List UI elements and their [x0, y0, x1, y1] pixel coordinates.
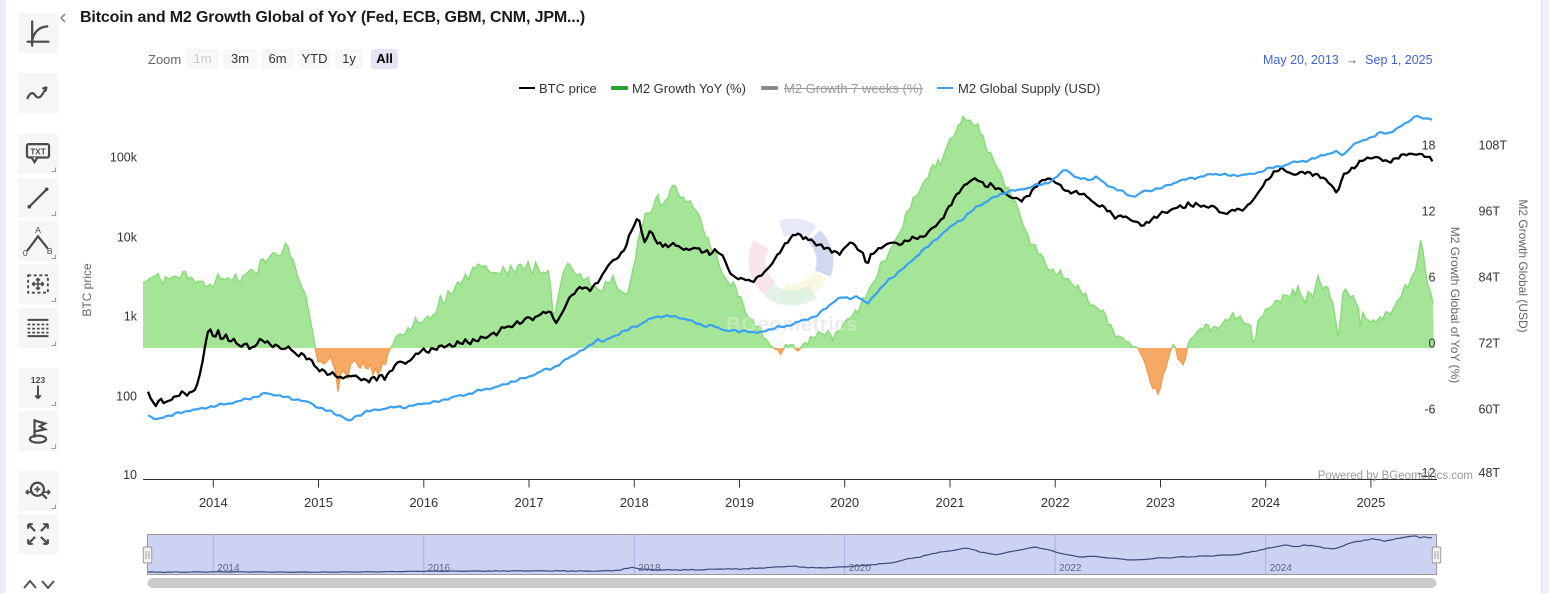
svg-text:2019: 2019	[725, 495, 754, 510]
svg-text:123: 123	[31, 375, 46, 385]
svg-text:2021: 2021	[936, 495, 965, 510]
svg-text:2016: 2016	[428, 563, 451, 574]
svg-text:6: 6	[1429, 271, 1436, 285]
svg-text:108T: 108T	[1479, 139, 1508, 153]
svg-text:2015: 2015	[304, 495, 333, 510]
svg-text:60T: 60T	[1479, 403, 1501, 417]
svg-text:10: 10	[123, 468, 137, 482]
svg-text:2018: 2018	[620, 495, 649, 510]
svg-text:2014: 2014	[217, 563, 240, 574]
svg-text:2020: 2020	[830, 495, 859, 510]
svg-text:BTC price: BTC price	[80, 263, 94, 317]
svg-text:18: 18	[1422, 139, 1436, 153]
svg-text:0: 0	[23, 248, 28, 258]
svg-text:2022: 2022	[1041, 495, 1070, 510]
svg-text:M2 Growth Global (USD): M2 Growth Global (USD)	[1516, 199, 1530, 332]
svg-text:2020: 2020	[849, 563, 872, 574]
svg-text:100: 100	[116, 390, 137, 404]
svg-text:0: 0	[1429, 337, 1436, 351]
svg-text:10k: 10k	[117, 231, 138, 245]
svg-text:2017: 2017	[515, 495, 544, 510]
svg-text:96T: 96T	[1479, 205, 1501, 219]
svg-text:2024: 2024	[1270, 563, 1293, 574]
svg-text:2016: 2016	[409, 495, 438, 510]
svg-text:2024: 2024	[1251, 495, 1280, 510]
svg-text:48T: 48T	[1479, 466, 1501, 480]
svg-text:12: 12	[1422, 205, 1436, 219]
svg-text:2018: 2018	[638, 563, 661, 574]
svg-text:1k: 1k	[124, 310, 138, 324]
svg-text:72T: 72T	[1479, 337, 1501, 351]
svg-text:2022: 2022	[1059, 563, 1082, 574]
svg-text:M2 Growth Global of YoY (%): M2 Growth Global of YoY (%)	[1448, 227, 1462, 384]
svg-text:2014: 2014	[199, 495, 228, 510]
svg-text:B: B	[47, 246, 53, 256]
svg-text:2025: 2025	[1356, 495, 1385, 510]
svg-text:-6: -6	[1424, 403, 1435, 417]
svg-text:100k: 100k	[110, 151, 138, 165]
svg-text:-12: -12	[1417, 466, 1435, 480]
svg-text:Powered by BGeometrics.com: Powered by BGeometrics.com	[1318, 470, 1473, 482]
svg-text:TXT: TXT	[30, 147, 45, 156]
svg-text:84T: 84T	[1479, 271, 1501, 285]
svg-text:2023: 2023	[1146, 495, 1175, 510]
svg-text:A: A	[35, 225, 41, 235]
